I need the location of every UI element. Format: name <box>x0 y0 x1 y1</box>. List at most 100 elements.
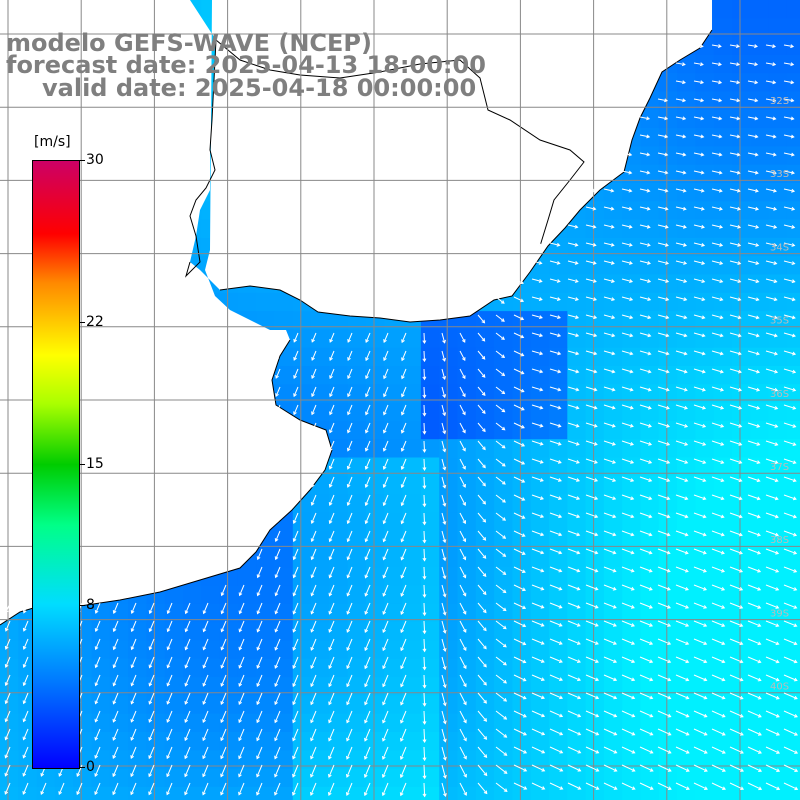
wind-arrow-head <box>576 532 581 537</box>
wind-arrow-head <box>592 206 597 211</box>
wind-arrow <box>459 476 466 488</box>
wind-arrow-head <box>442 666 447 671</box>
wind-arrow-head <box>382 502 387 507</box>
wind-cell <box>420 475 440 495</box>
wind-arrow-head <box>400 701 404 706</box>
wind-cell <box>420 329 440 349</box>
wind-arrow <box>711 422 724 428</box>
wind-arrow <box>675 764 690 772</box>
wind-arrow <box>441 728 446 742</box>
wind-cell <box>256 311 276 330</box>
wind-arrow <box>400 710 407 724</box>
wind-cell <box>677 311 696 330</box>
wind-arrow-head <box>667 731 672 736</box>
wind-arrow <box>423 548 426 561</box>
wind-arrow-head <box>422 340 427 345</box>
wind-cell <box>658 146 678 166</box>
wind-arrow <box>729 638 743 645</box>
wind-arrow <box>95 692 101 704</box>
wind-arrow-head <box>383 339 387 344</box>
wind-arrow-head <box>461 339 466 343</box>
wind-arrow-head <box>442 774 447 779</box>
wind-arrow <box>459 746 467 760</box>
wind-cell <box>677 567 696 587</box>
wind-cell <box>658 347 678 367</box>
wind-cell <box>494 512 513 532</box>
wind-arrow-head <box>311 393 315 398</box>
wind-arrow <box>423 566 426 579</box>
wind-arrow <box>675 476 688 482</box>
wind-cell <box>128 732 147 751</box>
wind-arrow-head <box>4 627 9 632</box>
wind-arrow <box>765 224 777 228</box>
wind-arrow <box>603 602 617 609</box>
wind-cell <box>329 658 349 678</box>
wind-cell <box>713 622 733 642</box>
wind-arrow-head <box>112 755 117 759</box>
wind-arrow-head <box>574 297 579 301</box>
wind-cell <box>274 292 294 312</box>
wind-arrow-head <box>664 224 669 229</box>
wind-arrow <box>567 476 580 482</box>
wind-arrow <box>585 422 597 427</box>
wind-cell <box>366 347 385 367</box>
wind-arrow <box>729 674 743 681</box>
wind-cell <box>786 36 800 56</box>
wind-cell <box>622 732 642 751</box>
wind-cell <box>695 713 715 733</box>
wind-arrow <box>148 710 155 723</box>
wind-cell <box>695 475 715 495</box>
wind-arrow-head <box>502 643 507 648</box>
wind-cell <box>512 402 532 422</box>
wind-arrow <box>513 584 526 591</box>
wind-arrow-head <box>4 700 9 705</box>
wind-arrow-head <box>400 466 405 470</box>
wind-cell <box>658 494 678 513</box>
wind-arrow <box>220 746 227 759</box>
wind-arrow <box>747 224 759 228</box>
wind-arrow-head <box>557 387 562 392</box>
wind-cell <box>622 768 642 788</box>
wind-arrow <box>621 152 632 156</box>
wind-arrow <box>365 530 371 542</box>
wind-arrow-head <box>703 695 708 700</box>
wind-arrow <box>675 530 688 536</box>
wind-arrow <box>513 494 525 501</box>
wind-arrow-head <box>382 538 387 543</box>
wind-arrow-head <box>557 351 562 356</box>
wind-cell <box>622 549 642 568</box>
wind-arrow-head <box>463 719 467 724</box>
wind-arrow-head <box>718 62 722 67</box>
wind-cell <box>567 457 587 477</box>
colorbar-tick-mark <box>79 605 85 607</box>
wind-arrow <box>711 188 722 192</box>
wind-arrow <box>256 782 263 796</box>
wind-cell <box>530 494 550 513</box>
wind-arrow-head <box>220 719 224 724</box>
wind-arrow <box>477 386 486 396</box>
wind-cell <box>603 292 623 312</box>
wind-arrow-head <box>442 502 447 507</box>
wind-arrow-head <box>400 484 405 489</box>
wind-arrow <box>549 566 562 572</box>
wind-arrow <box>459 584 467 596</box>
wind-arrow <box>365 440 371 452</box>
wind-arrow-head <box>772 80 777 85</box>
wind-arrow <box>549 314 561 319</box>
wind-arrow-head <box>593 405 598 410</box>
wind-arrow-head <box>646 188 651 193</box>
wind-arrow <box>765 386 778 391</box>
wind-cell <box>750 549 770 568</box>
wind-arrow <box>765 458 778 464</box>
wind-arrow-head <box>310 610 315 615</box>
wind-arrow-head <box>381 792 386 797</box>
wind-arrow-head <box>739 605 744 609</box>
wind-arrow <box>329 368 335 379</box>
wind-arrow <box>765 80 776 84</box>
wind-arrow-head <box>346 592 351 597</box>
wind-cell <box>732 256 751 276</box>
wind-cell <box>585 713 605 733</box>
wind-arrow-head <box>592 261 597 265</box>
wind-arrow <box>274 746 281 759</box>
wind-arrow <box>747 152 758 156</box>
